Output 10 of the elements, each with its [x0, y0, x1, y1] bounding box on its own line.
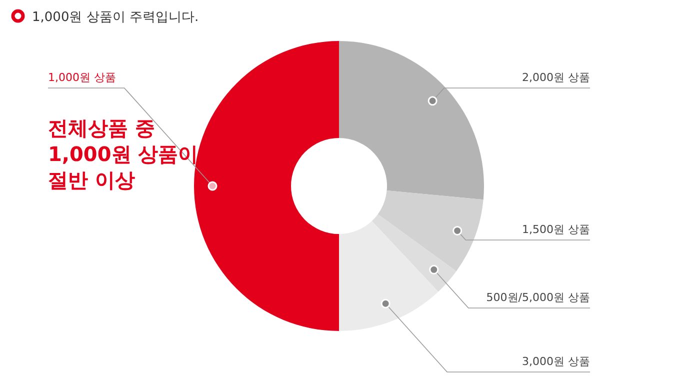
text: 전체상품 중 1,000원 상품이 절반 이상: [48, 116, 198, 192]
slice-label: 2,000원 상품: [522, 71, 590, 84]
slice-label: 1,500원 상품: [522, 223, 590, 236]
chart-title: 1,000원 상품이 주력입니다.: [32, 10, 199, 25]
slice-label: 3,000원 상품: [522, 355, 590, 368]
slice-label: 1,000원 상품: [48, 71, 116, 84]
donut-slice: [339, 41, 484, 200]
donut-slice: [339, 220, 438, 331]
donut-slice: [194, 41, 339, 331]
slice-label: 500원/5,000원 상품: [486, 291, 590, 304]
